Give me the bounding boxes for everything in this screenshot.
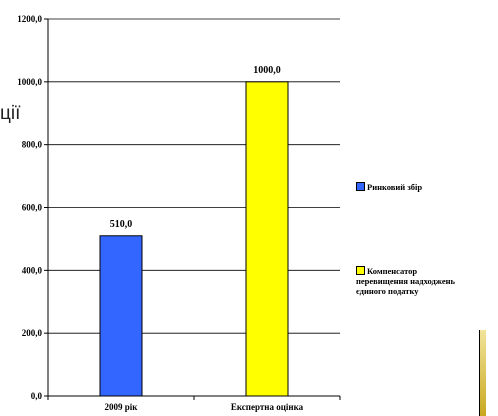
y-tick-label: 1200,0: [17, 14, 42, 24]
legend-item-compensator: Компенсатор перевищення надходжень єдино…: [356, 266, 455, 296]
decorative-gold-stripe: [480, 330, 486, 416]
background-text-fragment: ції: [0, 103, 21, 124]
x-category-label: 2009 рік: [105, 402, 139, 412]
y-tick-label: 1000,0: [17, 77, 42, 87]
x-category-label: Експертна оцінка: [231, 402, 304, 412]
y-tick-label: 800,0: [22, 140, 43, 150]
legend-label-line-1: Компенсатор: [367, 266, 418, 276]
y-tick-label: 200,0: [22, 328, 43, 338]
legend-label: Ринковий збір: [367, 182, 423, 192]
bar-2: [245, 81, 289, 397]
legend-swatch-blue: [356, 182, 365, 191]
data-label: 510,0: [110, 219, 133, 230]
bar-1: [99, 235, 143, 397]
legend-label-line-2: перевищення надходжень: [356, 276, 456, 286]
legend-label-line-3: єдиного податку: [356, 286, 419, 296]
y-tick-label: 400,0: [22, 265, 43, 275]
legend-item-market-fee: Ринковий збір: [356, 182, 422, 192]
data-label: 1000,0: [253, 65, 281, 76]
legend-swatch-yellow: [356, 266, 365, 275]
y-tick-label: 0,0: [31, 391, 43, 401]
y-tick-label: 600,0: [22, 203, 43, 213]
